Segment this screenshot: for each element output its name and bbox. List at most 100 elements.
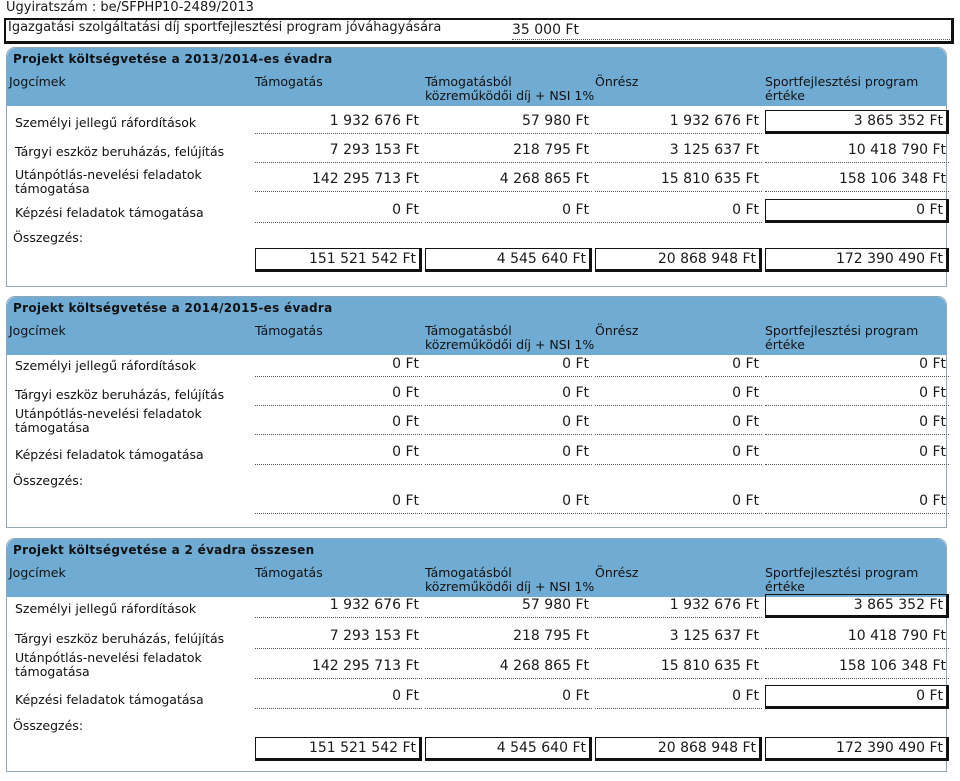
approval-fee-box (4, 18, 954, 44)
row-utanpotlas-label-line-1: Utánpótlás-nevelési feladatok (15, 406, 202, 421)
budget-section-1: Projekt költségvetése a 2013/2014-es éva… (6, 47, 949, 287)
row-kepzesi-value-4: 0 Ft (765, 199, 949, 223)
row-kepzesi-value-3: 0 Ft (595, 199, 762, 223)
row-targyi-eszkoz-label: Tárgyi eszköz beruházás, felújítás (15, 632, 224, 646)
col-program-erteke: Sportfejlesztési program értéke (765, 75, 918, 103)
row-szemelyi-label-line-1: Személyi jellegű ráfordítások (15, 115, 197, 130)
row-szemelyi-label: Személyi jellegű ráfordítások (15, 116, 196, 130)
column-header-row: Jogcímek Támogatás Támogatásból közreműködő… (7, 70, 946, 106)
row-targyi-eszkoz-value-2: 218 795 Ft (425, 139, 592, 163)
row-szemelyi-value-4: 3 865 352 Ft (765, 594, 949, 618)
col-program-erteke-line-1: Sportfejlesztési program (765, 565, 919, 580)
summary-label: Összegzés: (13, 230, 84, 245)
row-kepzesi-value-2: 0 Ft (425, 441, 592, 465)
row-targyi-eszkoz-value-1: 0 Ft (255, 382, 422, 406)
summary-value-3: 0 Ft (595, 490, 762, 514)
row-kepzesi-value-2: 0 Ft (425, 685, 592, 709)
row-utanpotlas-label-line-2: támogatása (15, 181, 90, 196)
col-jogcimek: Jogcímek (9, 324, 66, 338)
section-title: Projekt költségvetése a 2 évadra összese… (13, 543, 315, 557)
col-jogcimek-line-1: Jogcímek (9, 323, 66, 338)
row-szemelyi-label-line-1: Személyi jellegű ráfordítások (15, 601, 197, 616)
row-targyi-eszkoz-value-3: 3 125 637 Ft (595, 625, 762, 649)
column-header-row: Jogcímek Támogatás Támogatásból közreműködő… (7, 319, 946, 355)
budget-section-3: Projekt költségvetése a 2 évadra összese… (6, 538, 949, 772)
row-utanpotlas-value-3: 15 810 635 Ft (595, 168, 762, 192)
col-onresz-line-1: Önrész (595, 323, 639, 338)
summary-value-1: 0 Ft (255, 490, 422, 514)
col-jogcimek: Jogcímek (9, 566, 66, 580)
row-targyi-eszkoz-value-4: 10 418 790 Ft (765, 625, 949, 649)
row-utanpotlas-value-1: 142 295 713 Ft (255, 655, 422, 679)
row-utanpotlas-value-3: 15 810 635 Ft (595, 655, 762, 679)
row-kepzesi-label: Képzési feladatok támogatása (15, 206, 204, 220)
col-kozremukodoi-line-1: Támogatásból (425, 565, 512, 580)
row-kepzesi-value-4: 0 Ft (765, 441, 949, 465)
row-szemelyi-label: Személyi jellegű ráfordítások (15, 359, 196, 373)
row-utanpotlas-value-1: 142 295 713 Ft (255, 168, 422, 192)
row-utanpotlas-value-2: 4 268 865 Ft (425, 655, 592, 679)
col-onresz-line-1: Önrész (595, 74, 639, 89)
col-kozremukodoi: Támogatásból közreműködői díj + NSI 1% (425, 566, 594, 594)
col-onresz: Önrész (595, 566, 638, 580)
row-utanpotlas-label: Utánpótlás-nevelési feladatok támogatása (15, 651, 202, 679)
case-number: Ügyiratszám : be/SFPHP10-2489/2013 (6, 0, 254, 15)
section-header: Projekt költségvetése a 2 évadra összese… (7, 539, 946, 561)
row-kepzesi-label-line-1: Képzési feladatok támogatása (15, 205, 204, 220)
row-kepzesi-value-2: 0 Ft (425, 199, 592, 223)
col-kozremukodoi-line-2: közreműködői díj + NSI 1% (425, 337, 595, 352)
col-kozremukodoi-line-2: közreműködői díj + NSI 1% (425, 579, 595, 594)
row-kepzesi-label: Képzési feladatok támogatása (15, 693, 204, 707)
row-szemelyi-value-4: 0 Ft (765, 353, 949, 377)
section-body: Személyi jellegű ráfordítások 0 Ft 0 Ft 0 F… (7, 353, 949, 527)
row-utanpotlas-label: Utánpótlás-nevelési feladatok támogatása (15, 407, 202, 435)
row-utanpotlas-label: Utánpótlás-nevelési feladatok támogatása (15, 168, 202, 196)
section-body: Személyi jellegű ráfordítások 1 932 676 F… (7, 594, 949, 771)
row-szemelyi-label: Személyi jellegű ráfordítások (15, 602, 196, 616)
row-targyi-eszkoz-label-line-1: Tárgyi eszköz beruházás, felújítás (15, 631, 225, 646)
col-tamogatas: Támogatás (255, 75, 323, 89)
row-kepzesi-value-1: 0 Ft (255, 685, 422, 709)
row-utanpotlas-value-4: 158 106 348 Ft (765, 655, 949, 679)
row-kepzesi-label-line-1: Képzési feladatok támogatása (15, 692, 204, 707)
summary-value-4: 172 390 490 Ft (765, 248, 949, 272)
col-jogcimek: Jogcímek (9, 75, 66, 89)
approval-fee-label: Igazgatási szolgáltatási díj sportfejles… (8, 20, 442, 35)
row-szemelyi-value-1: 1 932 676 Ft (255, 594, 422, 618)
col-kozremukodoi-line-1: Támogatásból (425, 323, 512, 338)
row-szemelyi-value-1: 0 Ft (255, 353, 422, 377)
row-szemelyi-value-2: 0 Ft (425, 353, 592, 377)
section-title: Projekt költségvetése a 2014/2015-es éva… (13, 301, 333, 315)
row-utanpotlas-value-4: 158 106 348 Ft (765, 168, 949, 192)
approval-fee-value: 35 000 Ft (512, 22, 950, 40)
row-targyi-eszkoz-value-3: 0 Ft (595, 382, 762, 406)
row-targyi-eszkoz-label-line-1: Tárgyi eszköz beruházás, felújítás (15, 387, 225, 402)
summary-value-4: 0 Ft (765, 490, 949, 514)
row-kepzesi-value-1: 0 Ft (255, 199, 422, 223)
row-utanpotlas-label-line-1: Utánpótlás-nevelési feladatok (15, 650, 202, 665)
col-program-erteke-line-2: értéke (765, 579, 805, 594)
row-kepzesi-label: Képzési feladatok támogatása (15, 448, 204, 462)
row-utanpotlas-value-1: 0 Ft (255, 411, 422, 435)
row-targyi-eszkoz-label-line-1: Tárgyi eszköz beruházás, felújítás (15, 144, 225, 159)
section-body: Személyi jellegű ráfordítások 1 932 676 F… (7, 106, 949, 286)
summary-value-2: 0 Ft (425, 490, 592, 514)
col-tamogatas: Támogatás (255, 566, 323, 580)
summary-value-3: 20 868 948 Ft (595, 737, 762, 761)
col-program-erteke: Sportfejlesztési program értéke (765, 324, 918, 352)
row-kepzesi-value-1: 0 Ft (255, 441, 422, 465)
col-tamogatas-line-1: Támogatás (255, 565, 323, 580)
row-szemelyi-value-1: 1 932 676 Ft (255, 110, 422, 134)
section-title: Projekt költségvetése a 2013/2014-es éva… (13, 52, 333, 66)
col-onresz: Önrész (595, 75, 638, 89)
row-utanpotlas-value-2: 0 Ft (425, 411, 592, 435)
col-program-erteke-line-2: értéke (765, 88, 805, 103)
row-kepzesi-label-line-1: Képzési feladatok támogatása (15, 447, 204, 462)
summary-value-3: 20 868 948 Ft (595, 248, 762, 272)
summary-value-1: 151 521 542 Ft (255, 248, 422, 272)
row-kepzesi-value-3: 0 Ft (595, 685, 762, 709)
row-szemelyi-value-3: 1 932 676 Ft (595, 594, 762, 618)
row-targyi-eszkoz-value-4: 0 Ft (765, 382, 949, 406)
col-kozremukodoi: Támogatásból közreműködői díj + NSI 1% (425, 324, 594, 352)
summary-value-1: 151 521 542 Ft (255, 737, 422, 761)
